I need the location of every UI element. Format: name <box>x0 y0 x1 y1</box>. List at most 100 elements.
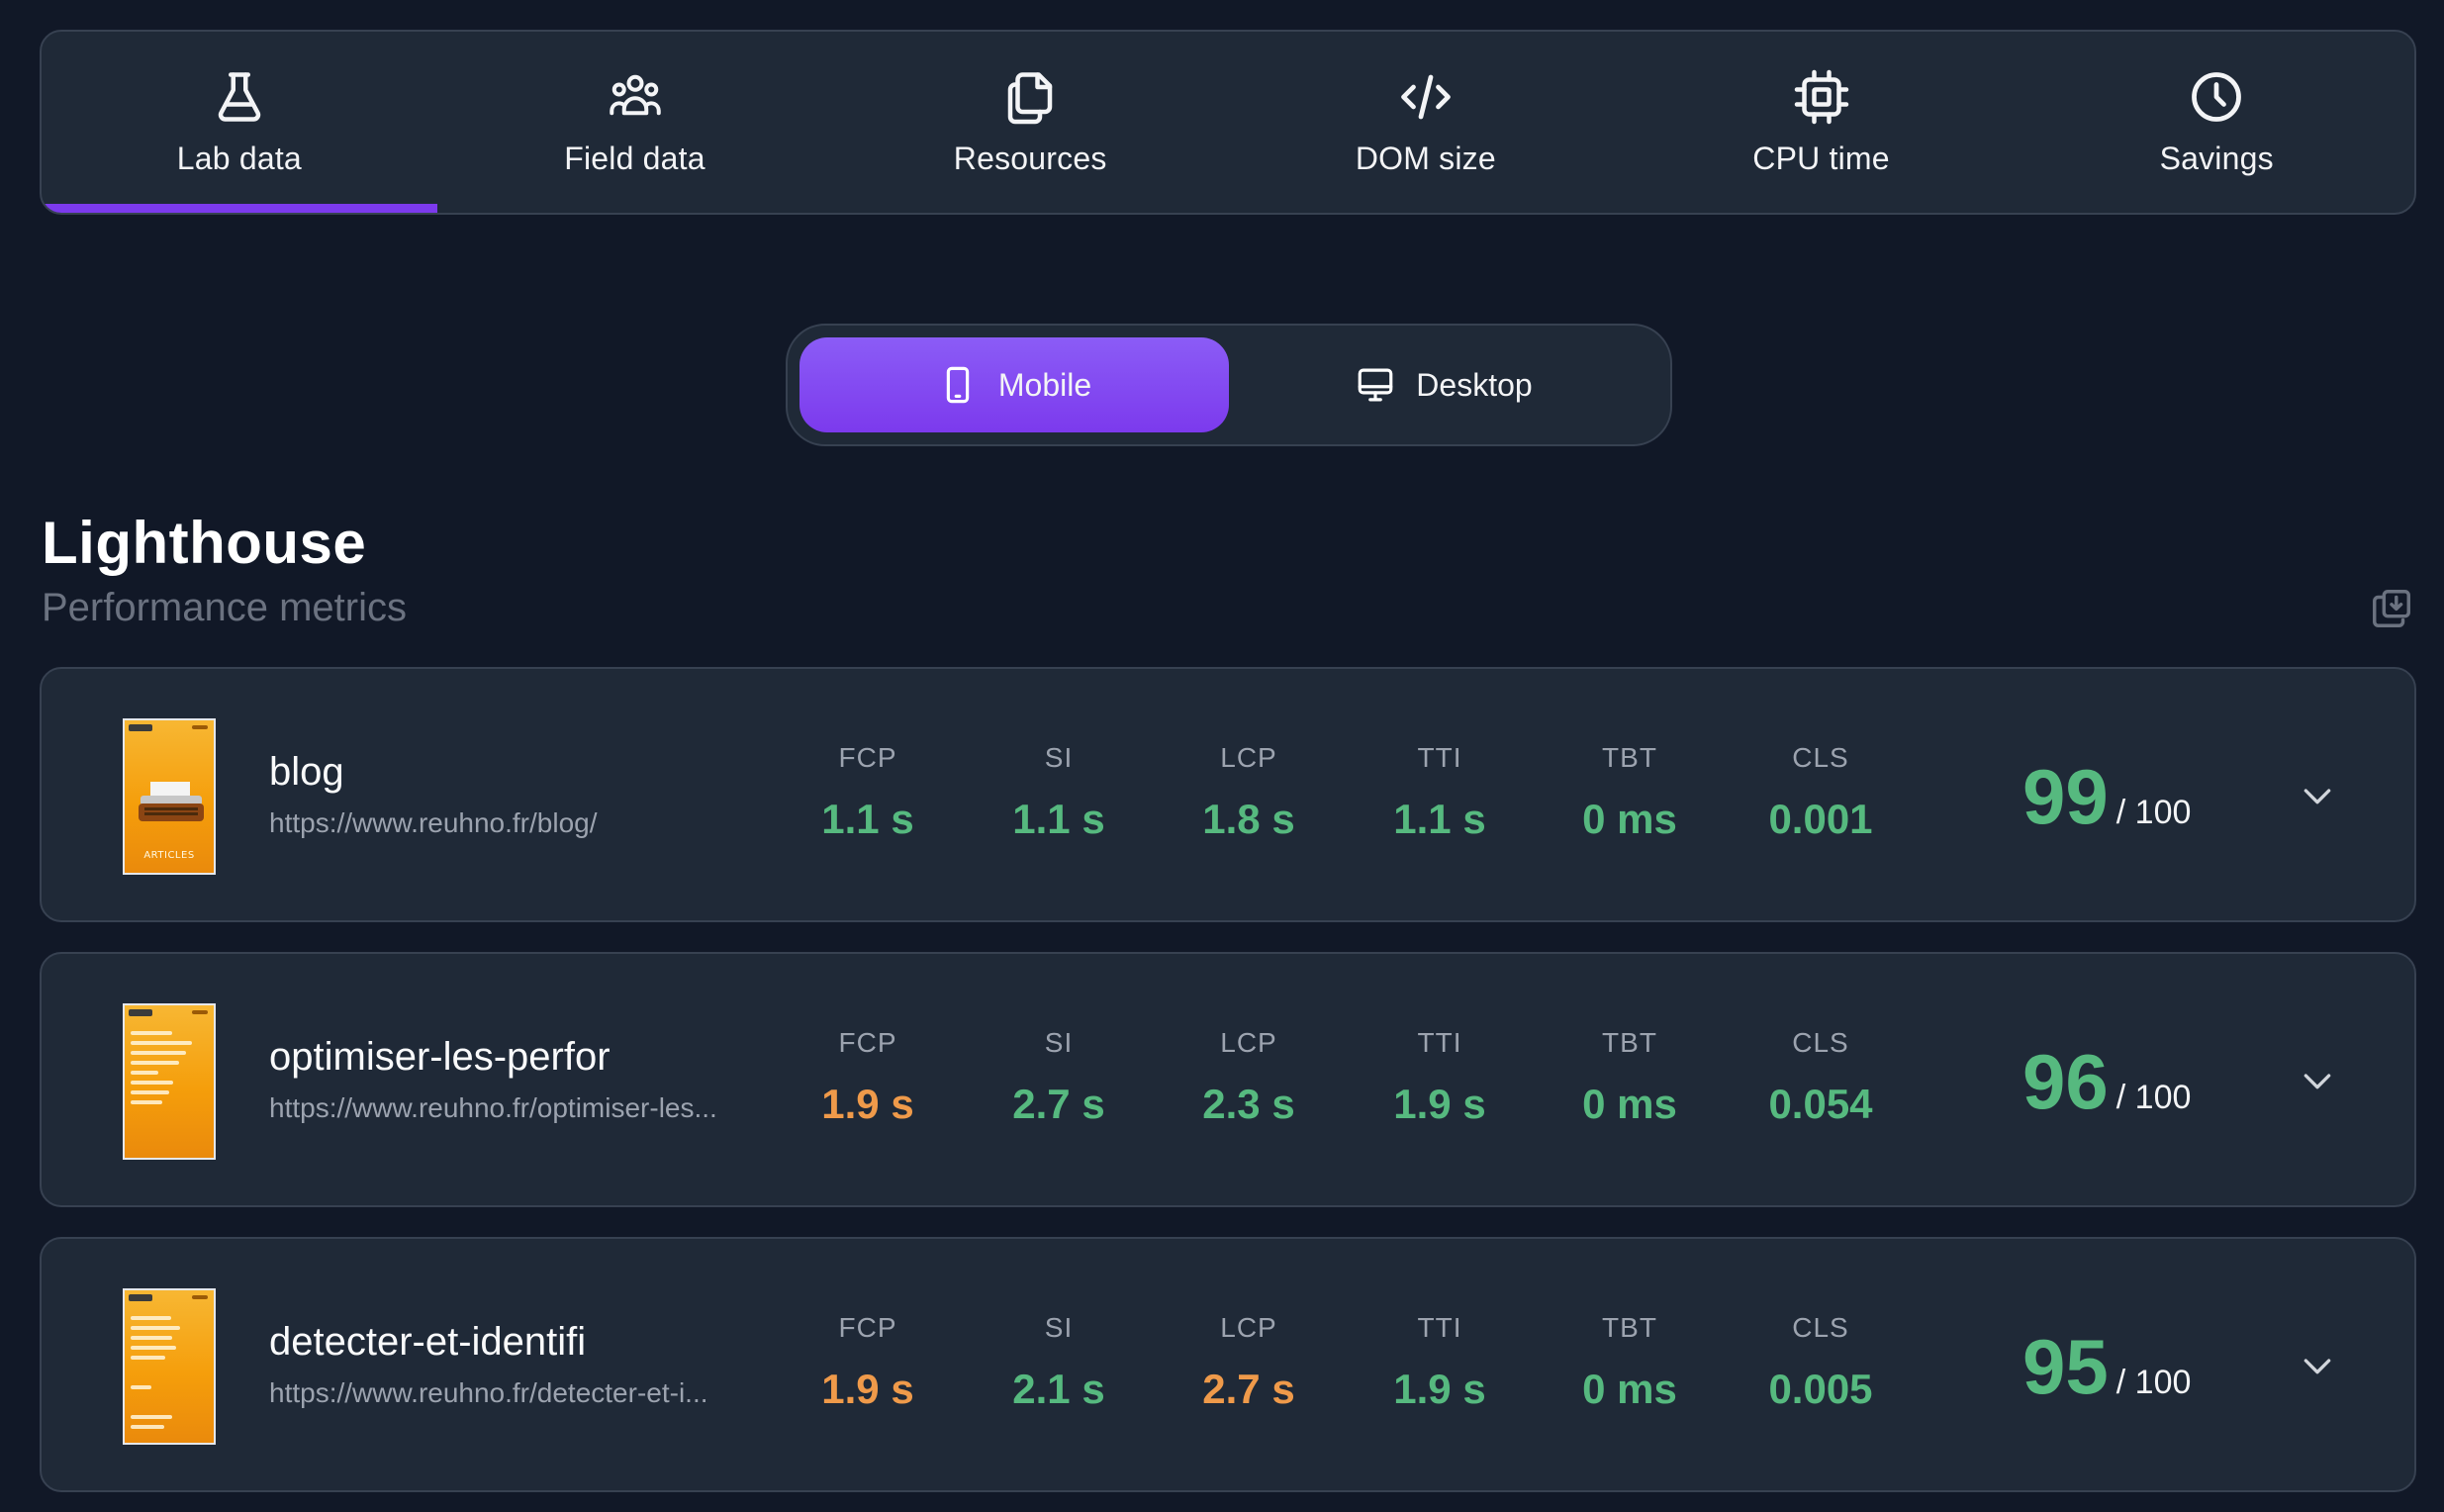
metric-value: 1.9 s <box>1393 1081 1486 1127</box>
thumbnail-caption: ARTICLES <box>143 850 195 861</box>
metric-fcp: FCP 1.1 s <box>774 742 962 843</box>
metric-label: FCP <box>838 742 897 773</box>
page-thumbnail: ARTICLES <box>123 718 216 875</box>
metric-cls: CLS 0.005 <box>1727 1312 1915 1413</box>
desktop-toggle-button[interactable]: Desktop <box>1229 337 1658 432</box>
section-title: Lighthouse <box>42 510 367 576</box>
active-tab-indicator <box>42 204 437 213</box>
metric-value: 1.9 s <box>821 1366 914 1412</box>
metric-label: SI <box>1044 1312 1074 1343</box>
metric-value: 2.1 s <box>1012 1366 1105 1412</box>
score-value: 99 <box>2022 753 2109 840</box>
metric-value: 1.9 s <box>1393 1366 1486 1412</box>
metric-label: CLS <box>1792 742 1849 773</box>
result-row-blog[interactable]: ARTICLES blog https://www.reuhno.fr/blog… <box>40 667 2416 922</box>
tab-cpu-time[interactable]: CPU time <box>1624 32 2020 213</box>
performance-score: 95/ 100 <box>2022 1322 2191 1412</box>
score-value: 95 <box>2022 1323 2109 1410</box>
metric-si: SI 2.1 s <box>965 1312 1153 1413</box>
export-button[interactable] <box>2369 586 2414 631</box>
metric-tbt: TBT 0 ms <box>1536 742 1724 843</box>
metric-label: CLS <box>1792 1312 1849 1343</box>
tab-label: Resources <box>953 141 1107 176</box>
desktop-icon <box>1358 368 1393 402</box>
metric-tbt: TBT 0 ms <box>1536 1312 1724 1413</box>
tab-bar: Lab data Field data Resources DOM size <box>40 30 2416 215</box>
score-max: / 100 <box>2115 1364 2192 1401</box>
thumbnail-text-lines <box>131 1031 200 1110</box>
metric-tbt: TBT 0 ms <box>1536 1027 1724 1128</box>
page-url[interactable]: https://www.reuhno.fr/detecter-et-i... <box>269 1377 708 1408</box>
download-icon <box>2373 590 2410 627</box>
metric-value: 2.7 s <box>1202 1366 1295 1412</box>
metric-label: TTI <box>1417 1027 1462 1058</box>
metric-label: SI <box>1044 1027 1074 1058</box>
score-value: 96 <box>2022 1038 2109 1125</box>
metric-label: TTI <box>1417 742 1462 773</box>
clock-icon <box>2192 72 2242 122</box>
metric-value: 1.1 s <box>1393 796 1486 842</box>
mobile-label: Mobile <box>997 366 1092 403</box>
metric-label: CLS <box>1792 1027 1849 1058</box>
thumbnail-nav <box>192 1010 208 1014</box>
thumbnail-nav <box>192 1295 208 1299</box>
chevron-down-icon[interactable] <box>2298 1346 2337 1385</box>
section-subtitle: Performance metrics <box>42 586 407 629</box>
metric-label: LCP <box>1220 1027 1277 1058</box>
thumbnail-nav <box>192 725 208 729</box>
metric-value: 0.054 <box>1768 1081 1873 1127</box>
thumbnail-text-lines <box>131 1316 200 1435</box>
tab-label: CPU time <box>1752 141 1890 176</box>
metric-fcp: FCP 1.9 s <box>774 1027 962 1128</box>
metric-lcp: LCP 2.7 s <box>1155 1312 1343 1413</box>
page-name: optimiser-les-perfor <box>269 1035 611 1079</box>
page-name: detecter-et-identifi <box>269 1320 587 1364</box>
desktop-label: Desktop <box>1416 366 1533 403</box>
metric-tti: TTI 1.9 s <box>1346 1027 1534 1128</box>
files-icon <box>1007 72 1053 125</box>
metric-si: SI 2.7 s <box>965 1027 1153 1128</box>
page-thumbnail <box>123 1288 216 1445</box>
metric-value: 1.1 s <box>821 796 914 842</box>
metric-label: LCP <box>1220 1312 1277 1343</box>
page-thumbnail <box>123 1003 216 1160</box>
page-url[interactable]: https://www.reuhno.fr/optimiser-les... <box>269 1092 717 1123</box>
users-icon <box>609 74 661 116</box>
metric-label: TBT <box>1602 742 1657 773</box>
metric-label: TTI <box>1417 1312 1462 1343</box>
metric-fcp: FCP 1.9 s <box>774 1312 962 1413</box>
device-toggle: Mobile Desktop <box>786 324 1672 446</box>
tab-lab-data[interactable]: Lab data <box>42 32 437 213</box>
chevron-down-icon[interactable] <box>2298 776 2337 815</box>
tab-dom-size[interactable]: DOM size <box>1228 32 1624 213</box>
metric-cls: CLS 0.054 <box>1727 1027 1915 1128</box>
metric-value: 1.8 s <box>1202 796 1295 842</box>
metric-value: 0 ms <box>1582 1366 1677 1412</box>
thumbnail-logo <box>129 1294 152 1301</box>
flask-icon <box>218 72 261 122</box>
metric-value: 0 ms <box>1582 1081 1677 1127</box>
page-name: blog <box>269 750 344 794</box>
chevron-down-icon[interactable] <box>2298 1061 2337 1100</box>
tab-label: Savings <box>2159 141 2274 176</box>
metric-label: FCP <box>838 1027 897 1058</box>
tab-label: DOM size <box>1355 141 1496 176</box>
mobile-toggle-button[interactable]: Mobile <box>799 337 1229 432</box>
metric-value: 0 ms <box>1582 796 1677 842</box>
score-max: / 100 <box>2115 794 2192 831</box>
tab-savings[interactable]: Savings <box>2019 32 2414 213</box>
tab-resources[interactable]: Resources <box>832 32 1228 213</box>
result-row-optimiser[interactable]: optimiser-les-perfor https://www.reuhno.… <box>40 952 2416 1207</box>
result-row-detecter[interactable]: detecter-et-identifi https://www.reuhno.… <box>40 1237 2416 1492</box>
metric-lcp: LCP 1.8 s <box>1155 742 1343 843</box>
metric-value: 2.7 s <box>1012 1081 1105 1127</box>
metric-label: FCP <box>838 1312 897 1343</box>
tab-field-data[interactable]: Field data <box>437 32 833 213</box>
metric-lcp: LCP 2.3 s <box>1155 1027 1343 1128</box>
metric-value: 1.1 s <box>1012 796 1105 842</box>
page-url[interactable]: https://www.reuhno.fr/blog/ <box>269 807 598 838</box>
cpu-icon <box>1794 69 1848 125</box>
performance-score: 99/ 100 <box>2022 752 2191 842</box>
tab-label: Field data <box>564 141 705 176</box>
